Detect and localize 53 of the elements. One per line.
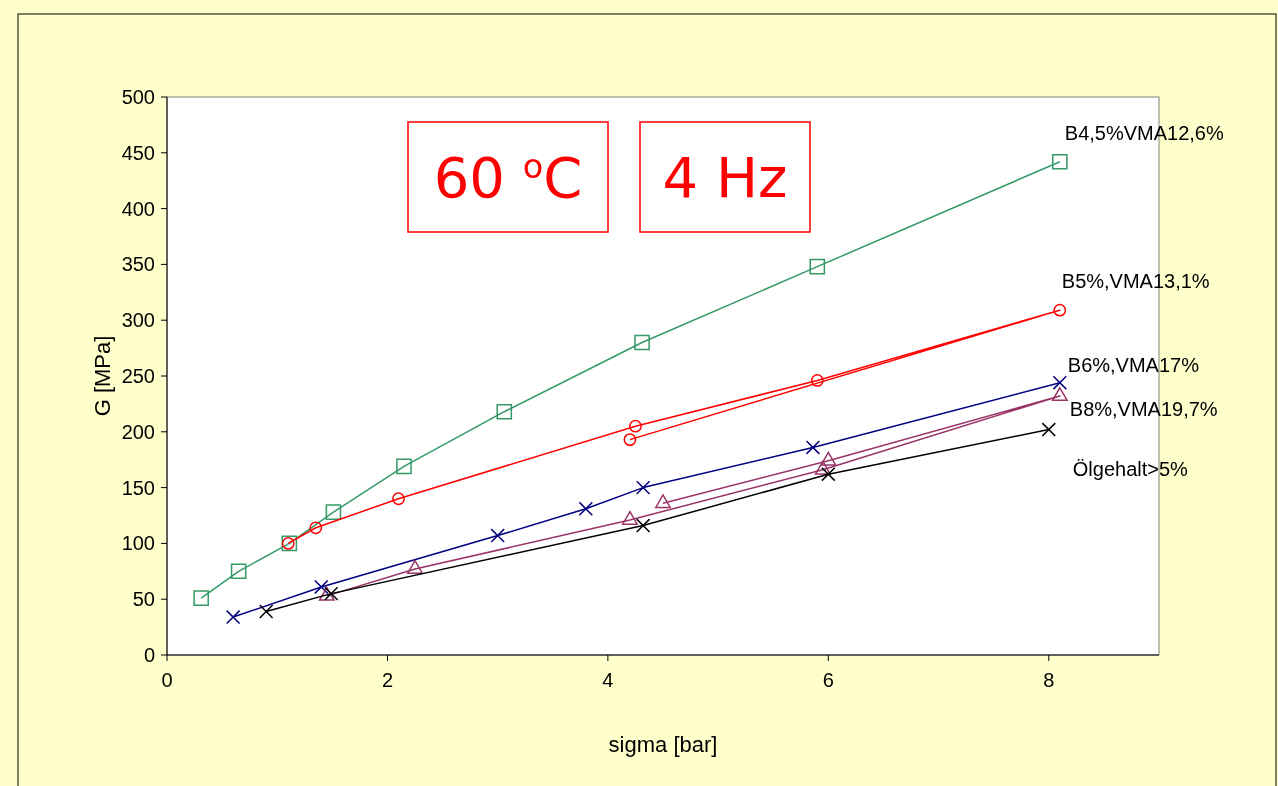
point — [805, 440, 821, 455]
point — [1053, 303, 1067, 317]
point — [623, 433, 637, 446]
point — [490, 528, 505, 543]
point — [325, 504, 342, 520]
point — [635, 518, 651, 533]
x-tick-label: 0 — [161, 669, 173, 691]
series-label: B6%,VMA17% — [1067, 353, 1200, 376]
x-tick-label: 6 — [822, 669, 834, 691]
x-tick-label: 8 — [1043, 669, 1055, 691]
y-tick-label: 0 — [143, 644, 155, 666]
y-tick-label: 350 — [121, 253, 155, 276]
series-label: Ölgehalt>5% — [1072, 457, 1189, 480]
x-tick-label: 4 — [602, 669, 614, 691]
y-tick-label: 200 — [121, 420, 155, 443]
point — [496, 403, 513, 420]
point — [634, 334, 650, 351]
point — [259, 604, 274, 619]
point — [635, 480, 651, 495]
point — [809, 258, 826, 275]
point — [821, 467, 836, 482]
point — [578, 501, 594, 516]
y-tick-label: 450 — [121, 141, 155, 164]
point — [655, 494, 671, 509]
annotation: 60 $^{o}$C — [433, 145, 583, 210]
point — [225, 609, 241, 625]
point — [1051, 153, 1068, 170]
point — [309, 521, 323, 535]
point — [392, 492, 405, 506]
y-tick-label: 150 — [121, 476, 155, 499]
point — [396, 458, 412, 475]
point — [314, 579, 329, 595]
series-label: B5%,VMA13,1% — [1061, 270, 1210, 293]
point — [810, 374, 824, 387]
x-tick-label: 2 — [381, 669, 394, 691]
x-axis-title: sigma [bar] — [608, 732, 718, 757]
series-label: B4,5%VMA12,6% — [1064, 121, 1224, 144]
y-tick-label: 100 — [121, 532, 155, 555]
y-tick-label: 400 — [121, 197, 155, 220]
point — [230, 563, 247, 580]
y-tick-label: 300 — [121, 309, 155, 332]
series-label: B8%,VMA19,7% — [1069, 398, 1218, 421]
point — [1052, 375, 1067, 390]
point — [324, 586, 339, 601]
point — [1051, 387, 1068, 401]
point — [193, 590, 209, 606]
point — [629, 419, 642, 433]
y-tick-label: 500 — [121, 86, 155, 108]
point — [1041, 422, 1056, 437]
y-axis-title: G [MPa] — [90, 335, 115, 417]
y-tick-label: 50 — [132, 588, 155, 611]
y-tick-label: 250 — [121, 365, 155, 387]
annotation: 4 Hz — [662, 145, 788, 210]
